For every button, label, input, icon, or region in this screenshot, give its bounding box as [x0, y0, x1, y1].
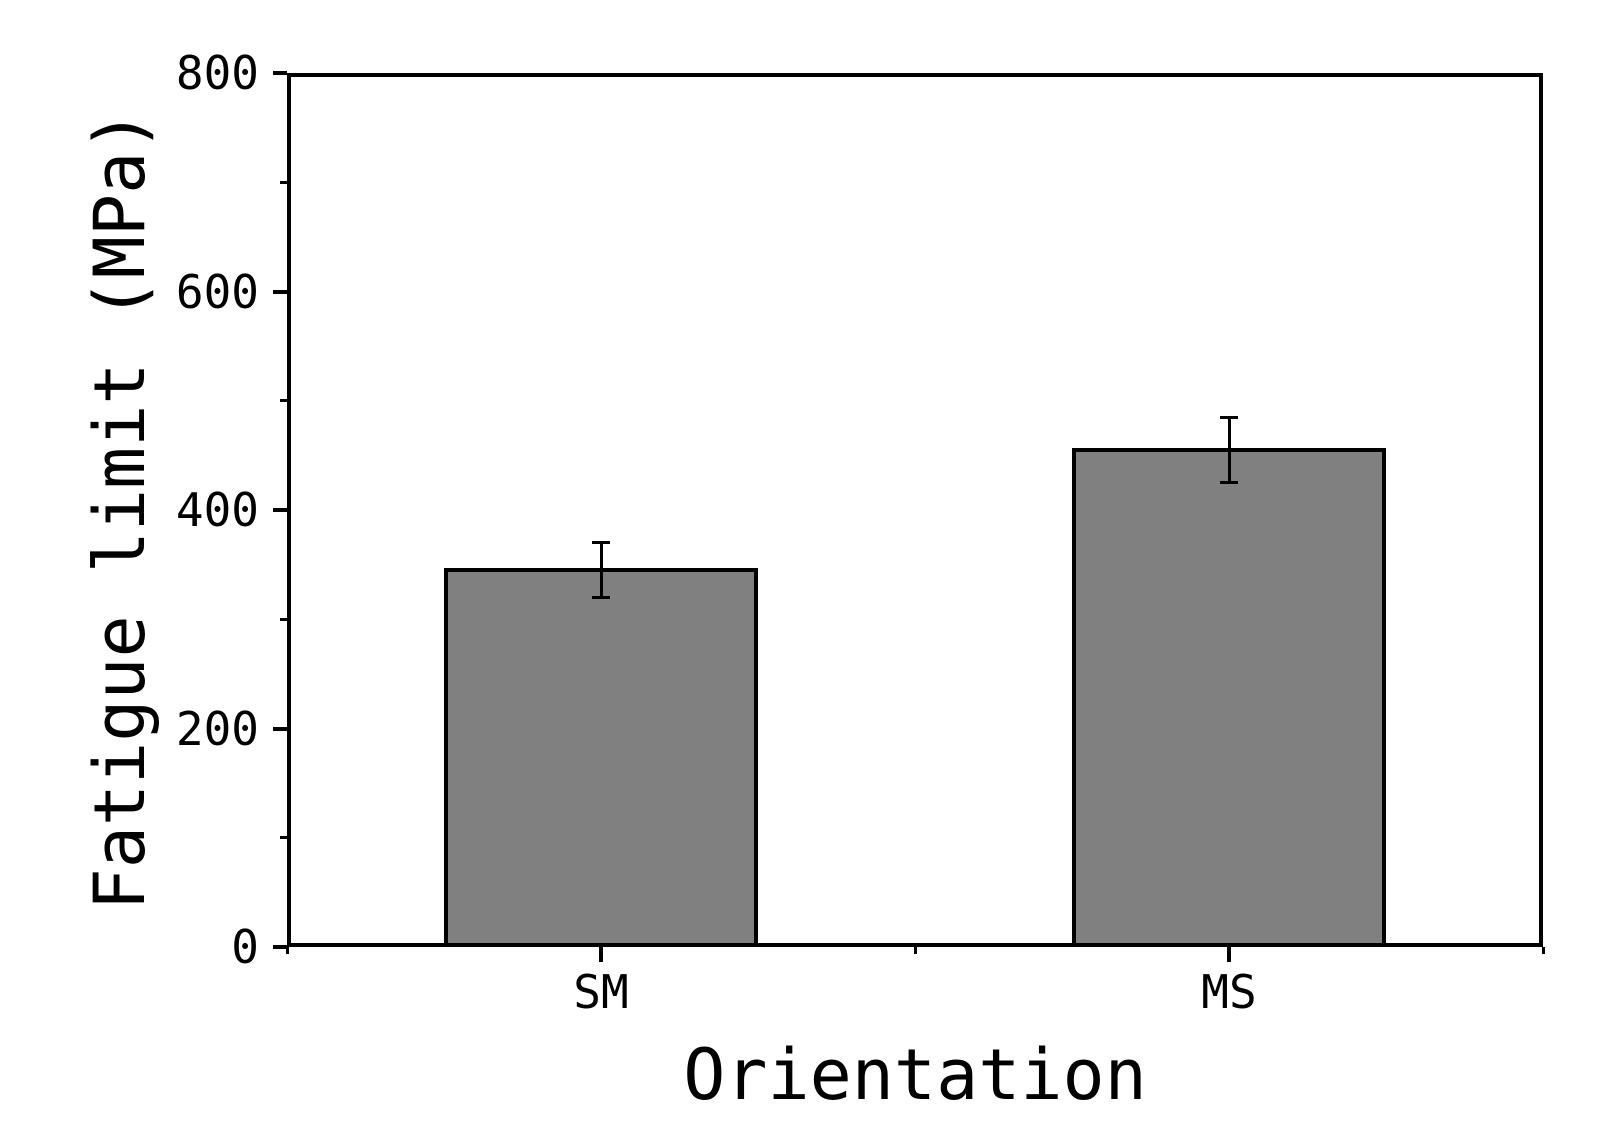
y-major-tick — [273, 726, 287, 731]
x-tick-label-sm: SM — [573, 965, 629, 1019]
error-bar-cap-bottom-sm — [592, 595, 610, 599]
y-tick-label: 400 — [175, 483, 259, 537]
x-axis-title: Orientation — [683, 1034, 1147, 1116]
y-major-tick — [273, 508, 287, 512]
bar-ms — [1072, 447, 1386, 947]
x-major-tick-sm — [599, 947, 603, 962]
error-bar-line-sm — [599, 542, 603, 598]
y-tick-label: 600 — [175, 264, 259, 319]
x-tick-label-ms: MS — [1201, 965, 1257, 1019]
bar-sm — [444, 568, 758, 947]
y-tick-label: 800 — [175, 46, 259, 100]
y-tick-label: 0 — [231, 920, 259, 974]
error-bar-cap-bottom-ms — [1220, 481, 1238, 485]
plot-area — [287, 73, 1543, 947]
error-bar-cap-top-sm — [592, 541, 610, 545]
y-minor-tick — [280, 180, 287, 184]
x-major-tick-ms — [1227, 947, 1231, 962]
y-minor-tick — [280, 399, 287, 403]
y-major-tick — [273, 289, 287, 294]
error-bar-line-ms — [1227, 417, 1231, 483]
y-minor-tick — [280, 617, 287, 621]
y-tick-label: 200 — [175, 701, 259, 756]
error-bar-cap-top-ms — [1220, 415, 1238, 419]
x-minor-tick — [913, 947, 917, 954]
x-minor-tick — [285, 947, 289, 954]
x-minor-tick — [1541, 947, 1545, 954]
y-major-tick — [273, 945, 287, 949]
y-major-tick — [273, 71, 287, 75]
y-minor-tick — [280, 836, 287, 840]
